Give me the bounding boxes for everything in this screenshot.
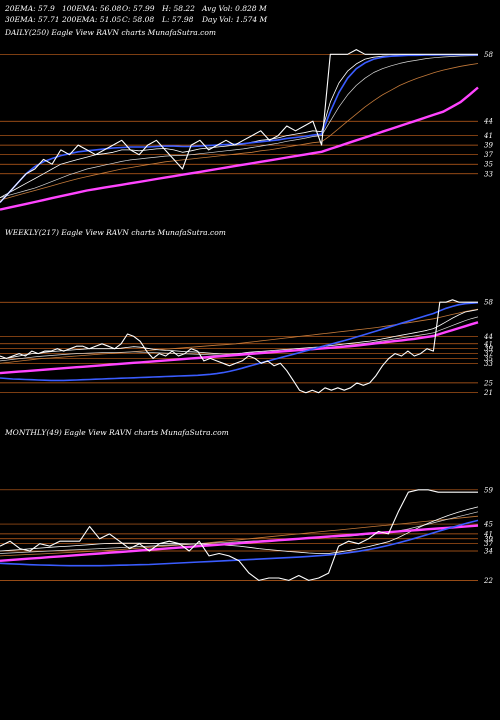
- weekly-tick-label: 21: [483, 389, 493, 397]
- monthly-ema-long-line: [0, 515, 479, 557]
- monthly-price-line: [0, 489, 478, 581]
- header-high: H: 58.22: [162, 4, 195, 13]
- weekly-ema-200-line: [0, 321, 479, 375]
- daily-ema-mid-line: [0, 55, 479, 199]
- weekly-tick-label: 33: [484, 360, 493, 368]
- monthly-tick-label: 39: [484, 535, 493, 543]
- weekly-tick-label: 44: [483, 333, 493, 341]
- header-low: L: 57.98: [162, 15, 194, 24]
- weekly-tick-label: 37: [484, 350, 493, 358]
- weekly-tick-label: 35: [484, 355, 493, 363]
- header-open: O: 57.99: [122, 4, 155, 13]
- weekly-tick-label: 58: [484, 299, 493, 307]
- daily-tick-label: 33: [484, 170, 493, 178]
- header-ema100: 100EMA: 56.08: [62, 4, 122, 13]
- header-ema30: 30EMA: 57.71: [5, 15, 60, 24]
- monthly-tick-label: 59: [484, 486, 493, 494]
- daily-ema-100-line: [0, 53, 478, 203]
- weekly-ema-100-line: [0, 301, 479, 382]
- daily-ema-long-line: [0, 63, 479, 201]
- daily-tick-label: 58: [484, 51, 493, 59]
- monthly-tick-label: 45: [483, 521, 493, 529]
- daily-ema-short-line: [0, 54, 478, 199]
- monthly-ema-200-line: [0, 524, 479, 562]
- weekly-tick-label: 41: [483, 340, 493, 348]
- header-ema20: 20EMA: 57.9: [5, 4, 55, 13]
- daily-price-line: [0, 49, 478, 203]
- weekly-price-line: [0, 299, 478, 394]
- monthly-chart-title: MONTHLY(49) Eagle View RAVN charts Munaf…: [5, 428, 229, 437]
- weekly-tick-label: 25: [483, 379, 493, 387]
- header-ema200: 200EMA: 51.05: [62, 15, 122, 24]
- daily-tick-label: 39: [484, 142, 493, 150]
- monthly-ema-mid-line: [0, 511, 479, 554]
- monthly-ema-100-line: [0, 519, 479, 567]
- daily-tick-label: 37: [484, 151, 493, 159]
- header-avg-vol: Avg Vol: 0.828 M: [202, 4, 267, 13]
- weekly-ema-short-line: [0, 309, 479, 359]
- daily-tick-label: 41: [483, 132, 493, 140]
- daily-tick-label: 35: [484, 161, 493, 169]
- header-day-vol: Day Vol: 1.574 M: [202, 15, 268, 24]
- daily-tick-label: 44: [483, 118, 493, 126]
- monthly-ema-short-line: [0, 506, 479, 554]
- weekly-chart-title: WEEKLY(217) Eagle View RAVN charts Munaf…: [5, 228, 226, 237]
- monthly-tick-label: 22: [483, 577, 493, 585]
- weekly-tick-label: 39: [484, 345, 493, 353]
- monthly-tick-label: 41: [483, 530, 493, 538]
- monthly-tick-label: 37: [484, 540, 493, 548]
- monthly-tick-label: 34: [484, 548, 493, 556]
- header-close: C: 58.08: [122, 15, 155, 24]
- daily-ema-200-line: [0, 86, 479, 211]
- daily-chart-title: DAILY(250) Eagle View RAVN charts Munafa…: [5, 28, 216, 37]
